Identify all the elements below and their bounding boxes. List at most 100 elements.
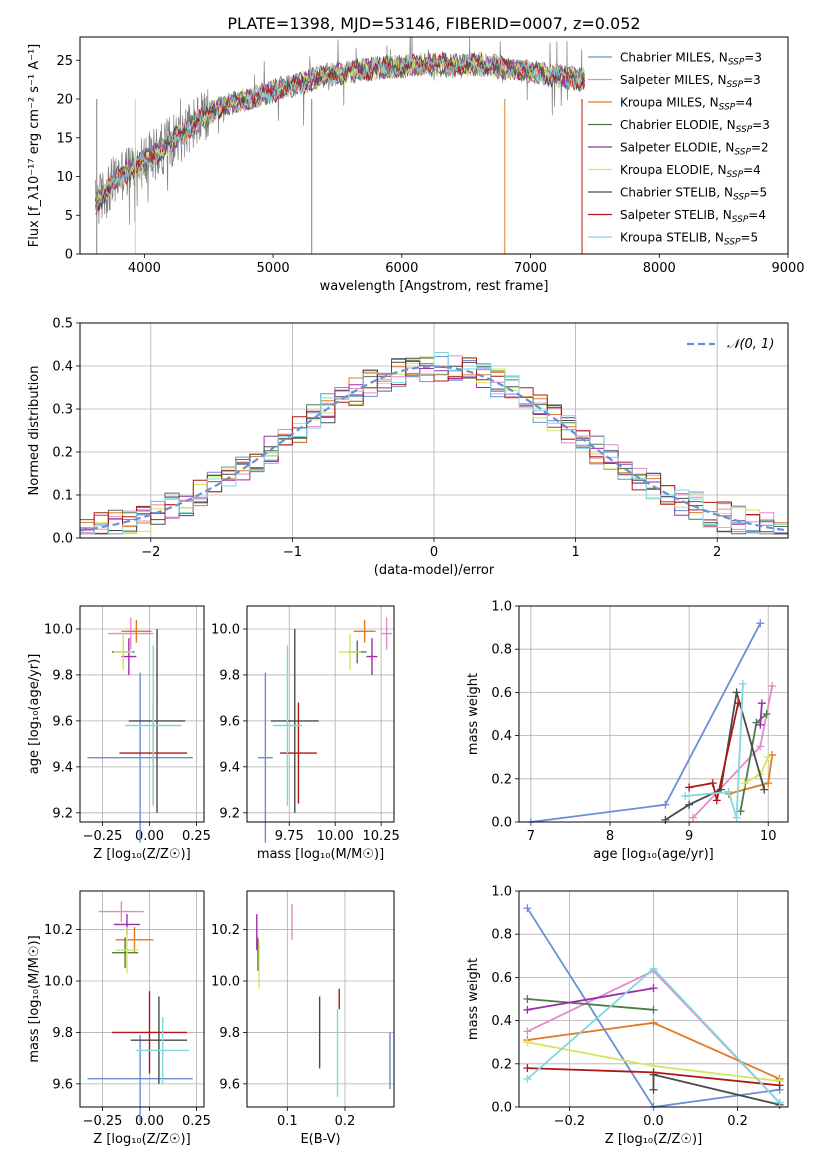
tick-label-y: 10.0 (211, 622, 240, 637)
errorbar-point (381, 617, 393, 650)
residual-panel: −2 −1 0 1 2 0.0 0.1 0.2 0.3 0.4 0.5 (data-model)/er… (27, 317, 789, 578)
mass-weight-marker (681, 792, 690, 801)
legend-label-sub: SSP (727, 170, 744, 180)
errorbar-point (270, 628, 319, 813)
tick-label-x: 8 (606, 829, 614, 844)
axes-frame (246, 890, 395, 1108)
legend-label: Chabrier ELODIE, NSSP=3 (620, 118, 770, 135)
tick-label-y: 10.0 (44, 622, 73, 637)
legend-label-suffix: =5 (750, 186, 768, 200)
tick-label-y: 0.5 (52, 317, 73, 332)
tick-label-x: −2 (141, 545, 160, 560)
legend-label-main: Salpeter STELIB, N (620, 208, 732, 222)
tick-label-x: 10 (760, 829, 777, 844)
mass-weight-marker (708, 779, 717, 788)
mass-weight-marker (764, 779, 773, 788)
tick-label-y: 0.8 (491, 928, 512, 943)
legend-label: Kroupa MILES, NSSP=4 (620, 96, 753, 113)
tick-label-x: 10.25 (363, 829, 400, 844)
legend-label-sub: SSP (736, 125, 753, 135)
axes-frame (79, 890, 205, 1108)
errorbar-point (87, 1035, 193, 1123)
tick-label-x: 2 (713, 545, 721, 560)
tick-label-y: 0.2 (52, 446, 73, 461)
mass-weight-marker (649, 1068, 658, 1077)
tick-label-y: 0.2 (491, 772, 512, 787)
axes-frame (518, 890, 789, 1108)
tick-label-y: 15 (56, 131, 73, 146)
tick-label-x: 8000 (643, 261, 676, 276)
tick-label-y: 10.2 (44, 923, 73, 938)
mass-weight-panel: −0.2 0.0 0.2 0.0 0.2 0.4 0.6 0.8 1.0 Z [log₁₀(Z/Z… (466, 885, 789, 1147)
legend-label-suffix: =3 (752, 118, 770, 132)
errorbar-point (111, 991, 188, 1074)
axes-frame (246, 605, 395, 823)
mass-weight-marker (523, 1074, 532, 1083)
errorbar-panel: −0.25 0.00 0.25 9.2 9.4 9.6 9.8 10.0 Z [log₁₀(Z/… (27, 605, 211, 862)
legend-label-main: Chabrier ELODIE, N (620, 118, 736, 132)
y-axis-label: mass [log₁₀(M/M☉)] (27, 935, 42, 1062)
tick-label-y: 9.4 (219, 760, 240, 775)
tick-label-x: 10.00 (317, 829, 354, 844)
normal-curve (80, 365, 788, 532)
tick-label-x: −0.25 (83, 829, 123, 844)
legend-label-suffix: =4 (743, 163, 761, 177)
model-spectrum (94, 53, 586, 212)
y-axis-label: mass weight (466, 673, 481, 755)
tick-label-x: −0.25 (83, 1114, 123, 1129)
mass-weight-marker (685, 800, 694, 809)
tick-label-x: 0 (430, 545, 438, 560)
legend-label-sub: SSP (734, 148, 751, 158)
tick-label-y: 9.8 (219, 1026, 240, 1041)
mass-weight-marker (523, 995, 532, 1003)
mass-weight-marker (523, 1005, 532, 1014)
axes-frame (79, 322, 789, 539)
tick-label-x: −0.2 (554, 1114, 586, 1129)
legend-label: Kroupa STELIB, NSSP=5 (620, 231, 758, 248)
errorbar-point (113, 633, 133, 671)
legend-label-main: Chabrier MILES, N (620, 51, 728, 65)
x-axis-label: Z [log₁₀(Z/Z☉)] (93, 1132, 190, 1147)
mass-weight-marker (649, 1085, 658, 1094)
tick-label-y: 20 (56, 93, 73, 108)
y-axis-label: Flux [f_λ10⁻¹⁷ erg cm⁻² s⁻¹ A⁻¹] (27, 44, 42, 248)
tick-label-x: 9000 (771, 261, 804, 276)
mass-weight-marker (764, 753, 773, 762)
tick-label-y: 25 (56, 54, 73, 69)
model-spectrum (94, 53, 586, 203)
errorbar-point (111, 937, 139, 969)
mass-weight-marker (523, 1027, 532, 1036)
tick-label-x: −1 (283, 545, 302, 560)
mass-weight-marker (756, 720, 765, 729)
errorbar-point (98, 901, 144, 922)
axes-frame (518, 605, 789, 823)
legend-label-suffix: =3 (743, 73, 761, 87)
mass-weight-marker (734, 699, 743, 708)
legend-label: Salpeter ELODIE, NSSP=2 (620, 141, 769, 158)
errorbar-point (272, 645, 303, 806)
mass-weight-marker (712, 796, 721, 805)
tick-label-y: 0.1 (52, 489, 73, 504)
tick-label-y: 1.0 (491, 600, 512, 615)
legend-label-main: Salpeter ELODIE, N (620, 141, 734, 155)
tick-label-y: 9.8 (219, 668, 240, 683)
errorbar-point (353, 619, 376, 643)
mass-weight-marker (775, 1081, 784, 1090)
mass-weight-line (527, 987, 654, 1011)
tick-label-y: 0.0 (491, 1101, 512, 1116)
tick-label-y: 10 (56, 170, 73, 185)
mass-weight-line (688, 703, 740, 801)
tick-label-y: 0.6 (491, 971, 512, 986)
figure-title: PLATE=1398, MJD=53146, FIBERID=0007, z=0… (227, 14, 640, 33)
legend-label: Salpeter MILES, NSSP=3 (620, 73, 761, 90)
legend-label-main: Chabrier STELIB, N (620, 186, 733, 200)
tick-label-x: 9 (685, 829, 693, 844)
model-spectrum (95, 51, 586, 216)
legend-label-sub: SSP (724, 238, 741, 248)
tick-label-y: 9.4 (52, 760, 73, 775)
errorbar-point (280, 702, 317, 804)
tick-label-y: 0.0 (52, 532, 73, 547)
mass-weight-marker (685, 783, 694, 792)
mass-weight-marker (762, 710, 771, 718)
legend-label: Chabrier MILES, NSSP=3 (620, 51, 762, 68)
